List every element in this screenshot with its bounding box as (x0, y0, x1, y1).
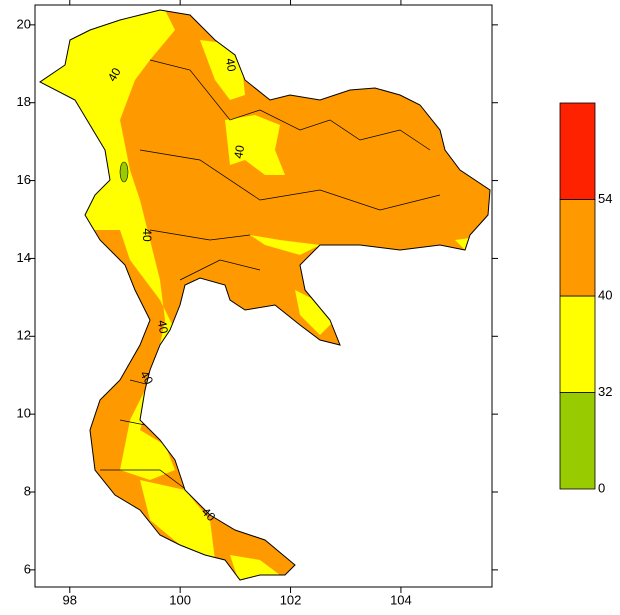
contour-label: 40 (137, 368, 156, 387)
yellow-zone (200, 40, 245, 100)
y-tick-label: 16 (17, 172, 31, 187)
legend-swatch (559, 102, 596, 200)
y-tick-label: 10 (17, 406, 31, 421)
legend-label: 0 (598, 480, 605, 495)
yellow-zone (140, 480, 215, 560)
contour-label: 40 (223, 57, 239, 73)
green-zone (119, 161, 129, 183)
y-tick-label: 14 (17, 250, 31, 265)
legend-label: 54 (598, 191, 612, 206)
contour-label: 40 (140, 228, 154, 242)
y-tick-label: 12 (17, 328, 31, 343)
yellow-zone (250, 235, 320, 255)
legend-label: 32 (598, 384, 612, 399)
y-tick-label: 8 (24, 483, 31, 498)
x-tick-label: 100 (169, 592, 191, 607)
yellow-zone (295, 290, 335, 335)
contour-label: 40 (155, 319, 171, 335)
contour-label: 40 (231, 144, 247, 160)
x-tick-label: 102 (280, 592, 302, 607)
y-tick-label: 18 (17, 94, 31, 109)
x-tick-label: 104 (390, 592, 412, 607)
legend-swatch (559, 199, 596, 297)
yellow-zone (225, 115, 285, 175)
legend-swatch (559, 295, 596, 393)
legend-swatch (559, 392, 596, 490)
legend-label: 40 (598, 287, 612, 302)
contour-label: 40 (105, 65, 124, 84)
x-tick-label: 98 (63, 592, 77, 607)
y-tick-label: 6 (24, 561, 31, 576)
y-tick-label: 20 (17, 16, 31, 31)
